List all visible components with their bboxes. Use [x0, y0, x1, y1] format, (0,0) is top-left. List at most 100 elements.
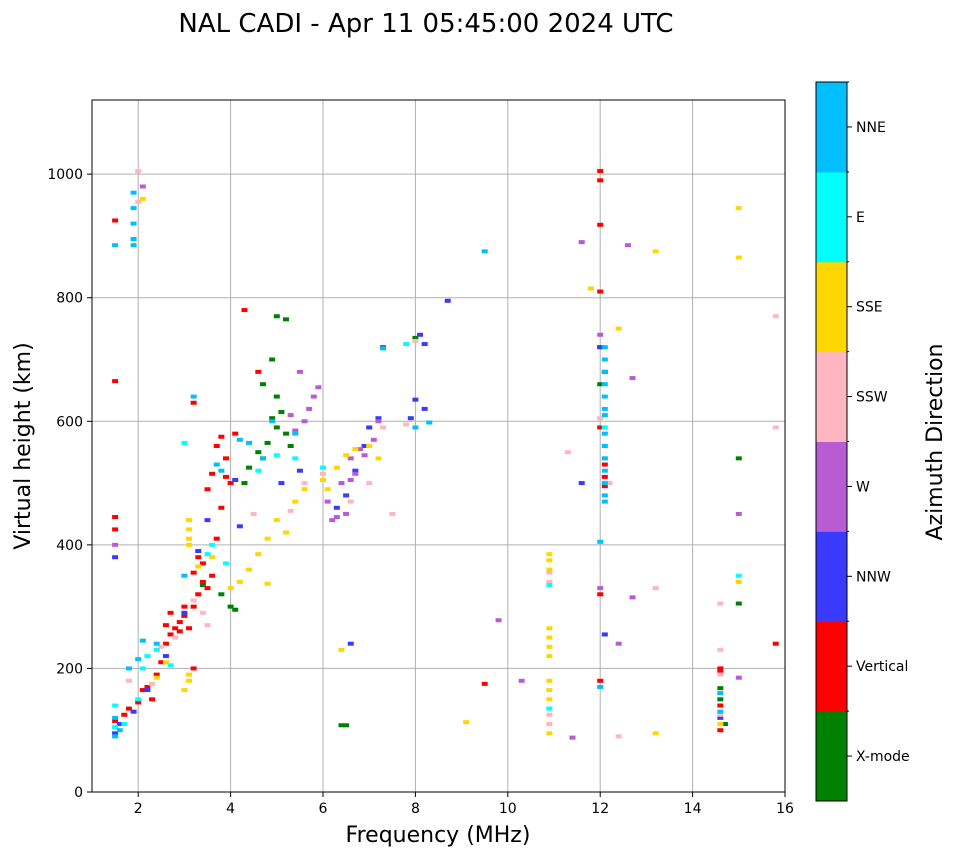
data-point [329, 518, 336, 523]
data-point [250, 511, 257, 516]
data-point [601, 406, 608, 411]
data-point [735, 573, 742, 578]
data-point [407, 416, 414, 421]
data-point [167, 663, 174, 668]
data-point [343, 453, 350, 458]
data-point [199, 610, 206, 615]
data-point [717, 601, 724, 606]
data-point [717, 691, 724, 696]
data-point [139, 184, 146, 189]
data-point [135, 199, 142, 204]
data-point [546, 626, 553, 631]
data-point [112, 715, 119, 720]
data-point [338, 723, 345, 728]
data-point [149, 697, 156, 702]
data-point [301, 487, 308, 492]
data-point [597, 684, 604, 689]
data-point [569, 735, 576, 740]
data-point [209, 471, 216, 476]
data-point [320, 471, 326, 476]
data-point [375, 419, 382, 424]
data-point [112, 555, 119, 560]
data-point [162, 623, 169, 628]
data-point [167, 632, 174, 637]
data-point [181, 610, 188, 615]
data-point [112, 734, 119, 739]
data-point [495, 618, 502, 623]
data-point [199, 579, 206, 584]
data-point [116, 722, 123, 727]
data-point [153, 672, 160, 677]
data-point [601, 493, 608, 498]
data-point [375, 416, 382, 421]
data-point [273, 425, 280, 430]
data-point [241, 481, 248, 486]
data-point [112, 731, 119, 736]
data-point [546, 697, 553, 702]
y-tick-label: 800 [56, 291, 83, 307]
data-point [153, 647, 160, 652]
data-point [292, 499, 299, 504]
data-point [717, 703, 724, 708]
data-point [162, 660, 169, 665]
data-point [259, 382, 266, 387]
data-point [597, 678, 604, 683]
data-point [421, 342, 428, 347]
data-point [597, 382, 604, 387]
data-point [204, 623, 211, 628]
data-point [186, 626, 193, 631]
data-point [144, 684, 151, 689]
data-point [195, 564, 202, 569]
colorbar-tick-label: W [856, 479, 870, 495]
y-axis-ticks: 0 200 400 600 800 1000 [47, 167, 92, 801]
data-point [370, 437, 377, 442]
data-point [227, 586, 234, 591]
data-point [601, 357, 608, 362]
data-point [306, 406, 313, 411]
data-point [158, 660, 165, 665]
data-point [112, 243, 119, 248]
data-point [444, 298, 451, 303]
data-point [264, 440, 271, 445]
x-tick-label: 4 [226, 801, 235, 817]
data-point [601, 431, 608, 436]
data-point [213, 462, 220, 467]
data-point [546, 644, 553, 649]
data-point [717, 712, 724, 717]
colorbar-tick-label: NNW [856, 569, 891, 585]
data-point [112, 542, 119, 547]
data-point [601, 499, 608, 504]
data-point [255, 552, 262, 557]
data-point [375, 456, 382, 461]
data-point [518, 678, 525, 683]
y-tick-label: 600 [56, 414, 83, 430]
colorbar-swatch [816, 351, 847, 442]
data-point [601, 369, 608, 374]
data-point [222, 561, 229, 566]
colorbar-tick-label: SSE [856, 300, 883, 316]
data-point [412, 338, 419, 343]
data-point [195, 592, 202, 597]
data-point [721, 722, 728, 727]
plot-frame [91, 99, 786, 793]
data-point [112, 218, 119, 223]
data-point [717, 722, 724, 727]
plot-area [92, 100, 785, 792]
data-point [546, 722, 553, 727]
data-point [269, 416, 276, 421]
data-point [232, 477, 239, 482]
data-point [597, 425, 604, 430]
y-tick-label: 200 [56, 661, 83, 677]
data-point [190, 666, 197, 671]
data-point [366, 481, 373, 486]
data-point [199, 561, 206, 566]
data-point [735, 456, 742, 461]
data-point [204, 586, 211, 591]
data-point [121, 712, 128, 717]
data-point [347, 456, 354, 461]
y-tick-label: 0 [74, 785, 83, 801]
data-point [162, 641, 169, 646]
data-point [380, 425, 387, 430]
data-point [347, 499, 354, 504]
